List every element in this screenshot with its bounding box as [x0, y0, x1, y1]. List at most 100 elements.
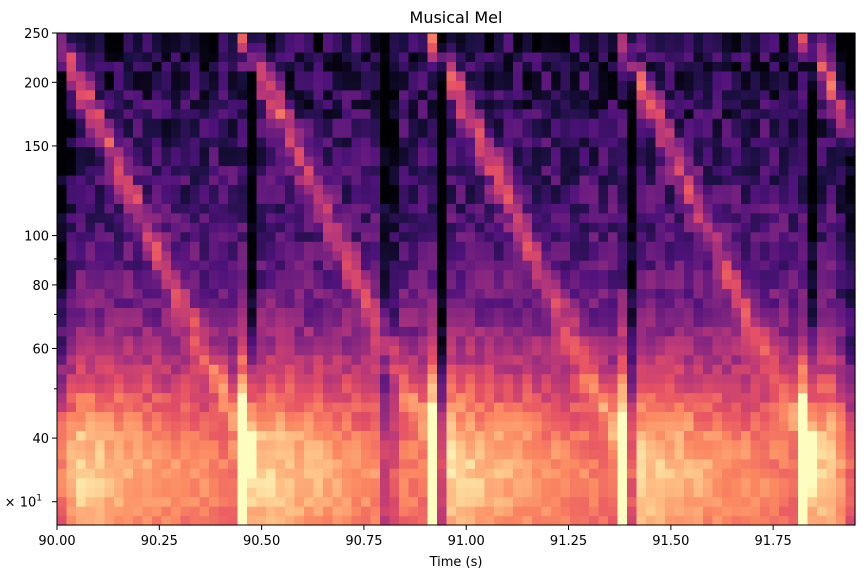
heatmap-cell — [750, 288, 761, 299]
heatmap-cell — [589, 269, 600, 280]
heatmap-cell — [693, 212, 704, 223]
heatmap-cell — [503, 458, 514, 469]
heatmap-cell — [209, 307, 220, 318]
heatmap-cell — [266, 496, 277, 507]
heatmap-cell — [133, 61, 144, 72]
heatmap-cell — [760, 354, 771, 365]
heatmap-cell — [370, 231, 381, 242]
heatmap-cell — [522, 515, 533, 526]
heatmap-cell — [114, 430, 125, 441]
heatmap-cell — [779, 487, 790, 498]
heatmap-cell — [598, 61, 609, 72]
heatmap-cell — [114, 231, 125, 242]
heatmap-cell — [351, 108, 362, 119]
heatmap-cell — [665, 449, 676, 460]
heatmap-cell — [788, 203, 799, 214]
heatmap-cell — [826, 506, 837, 517]
heatmap-cell — [104, 269, 115, 280]
heatmap-cell — [674, 383, 685, 394]
heatmap-cell — [180, 458, 191, 469]
heatmap-cell — [399, 193, 410, 204]
heatmap-cell — [123, 383, 134, 394]
heatmap-cell — [408, 364, 419, 375]
heatmap-cell — [85, 288, 96, 299]
heatmap-cell — [313, 288, 324, 299]
heatmap-cell — [85, 165, 96, 176]
heatmap-cell — [598, 477, 609, 488]
heatmap-cell — [437, 487, 448, 498]
heatmap-cell — [608, 193, 619, 204]
heatmap-cell — [551, 316, 562, 327]
heatmap-cell — [427, 496, 438, 507]
heatmap-cell — [380, 279, 391, 290]
heatmap-cell — [627, 297, 638, 308]
heatmap-cell — [228, 137, 239, 148]
heatmap-cell — [475, 61, 486, 72]
heatmap-cell — [342, 439, 353, 450]
heatmap-cell — [66, 506, 77, 517]
heatmap-cell — [456, 316, 467, 327]
heatmap-cell — [494, 279, 505, 290]
heatmap-cell — [361, 118, 372, 129]
heatmap-cell — [66, 51, 77, 62]
heatmap-cell — [142, 477, 153, 488]
heatmap-cell — [693, 269, 704, 280]
heatmap-cell — [674, 496, 685, 507]
heatmap-cell — [323, 108, 334, 119]
heatmap-cell — [684, 383, 695, 394]
heatmap-cell — [522, 487, 533, 498]
heatmap-cell — [636, 506, 647, 517]
heatmap-cell — [237, 269, 248, 280]
heatmap-cell — [408, 70, 419, 81]
heatmap-cell — [788, 458, 799, 469]
heatmap-cell — [123, 354, 134, 365]
heatmap-cell — [655, 297, 666, 308]
heatmap-cell — [446, 193, 457, 204]
heatmap-cell — [769, 89, 780, 100]
heatmap-cell — [560, 496, 571, 507]
heatmap-cell — [560, 193, 571, 204]
heatmap-cell — [494, 354, 505, 365]
heatmap-cell — [712, 89, 723, 100]
heatmap-cell — [712, 279, 723, 290]
heatmap-cell — [256, 449, 267, 460]
heatmap-cell — [807, 89, 818, 100]
heatmap-cell — [703, 99, 714, 110]
heatmap-cell — [304, 383, 315, 394]
heatmap-cell — [503, 449, 514, 460]
heatmap-cell — [427, 449, 438, 460]
heatmap-cell — [342, 137, 353, 148]
heatmap-cell — [627, 449, 638, 460]
heatmap-cell — [598, 487, 609, 498]
heatmap-cell — [522, 174, 533, 185]
heatmap-cell — [817, 288, 828, 299]
heatmap-cell — [484, 439, 495, 450]
heatmap-cell — [266, 288, 277, 299]
heatmap-cell — [171, 477, 182, 488]
heatmap-cell — [237, 80, 248, 91]
heatmap-cell — [579, 383, 590, 394]
heatmap-cell — [342, 279, 353, 290]
heatmap-cell — [256, 51, 267, 62]
heatmap-cell — [807, 99, 818, 110]
heatmap-cell — [275, 468, 286, 479]
x-tick-label: 91.25 — [550, 534, 587, 549]
heatmap-cell — [133, 364, 144, 375]
heatmap-cell — [389, 241, 400, 252]
heatmap-cell — [750, 392, 761, 403]
heatmap-cell — [237, 203, 248, 214]
heatmap-cell — [579, 51, 590, 62]
heatmap-cell — [161, 80, 172, 91]
heatmap-cell — [826, 61, 837, 72]
heatmap-cell — [294, 439, 305, 450]
heatmap-cell — [712, 165, 723, 176]
heatmap-cell — [133, 250, 144, 261]
heatmap-cell — [817, 89, 828, 100]
heatmap-cell — [589, 392, 600, 403]
heatmap-cell — [313, 402, 324, 413]
heatmap-cell — [731, 108, 742, 119]
heatmap-cell — [722, 80, 733, 91]
heatmap-cell — [95, 477, 106, 488]
heatmap-cell — [608, 222, 619, 233]
heatmap-cell — [541, 439, 552, 450]
